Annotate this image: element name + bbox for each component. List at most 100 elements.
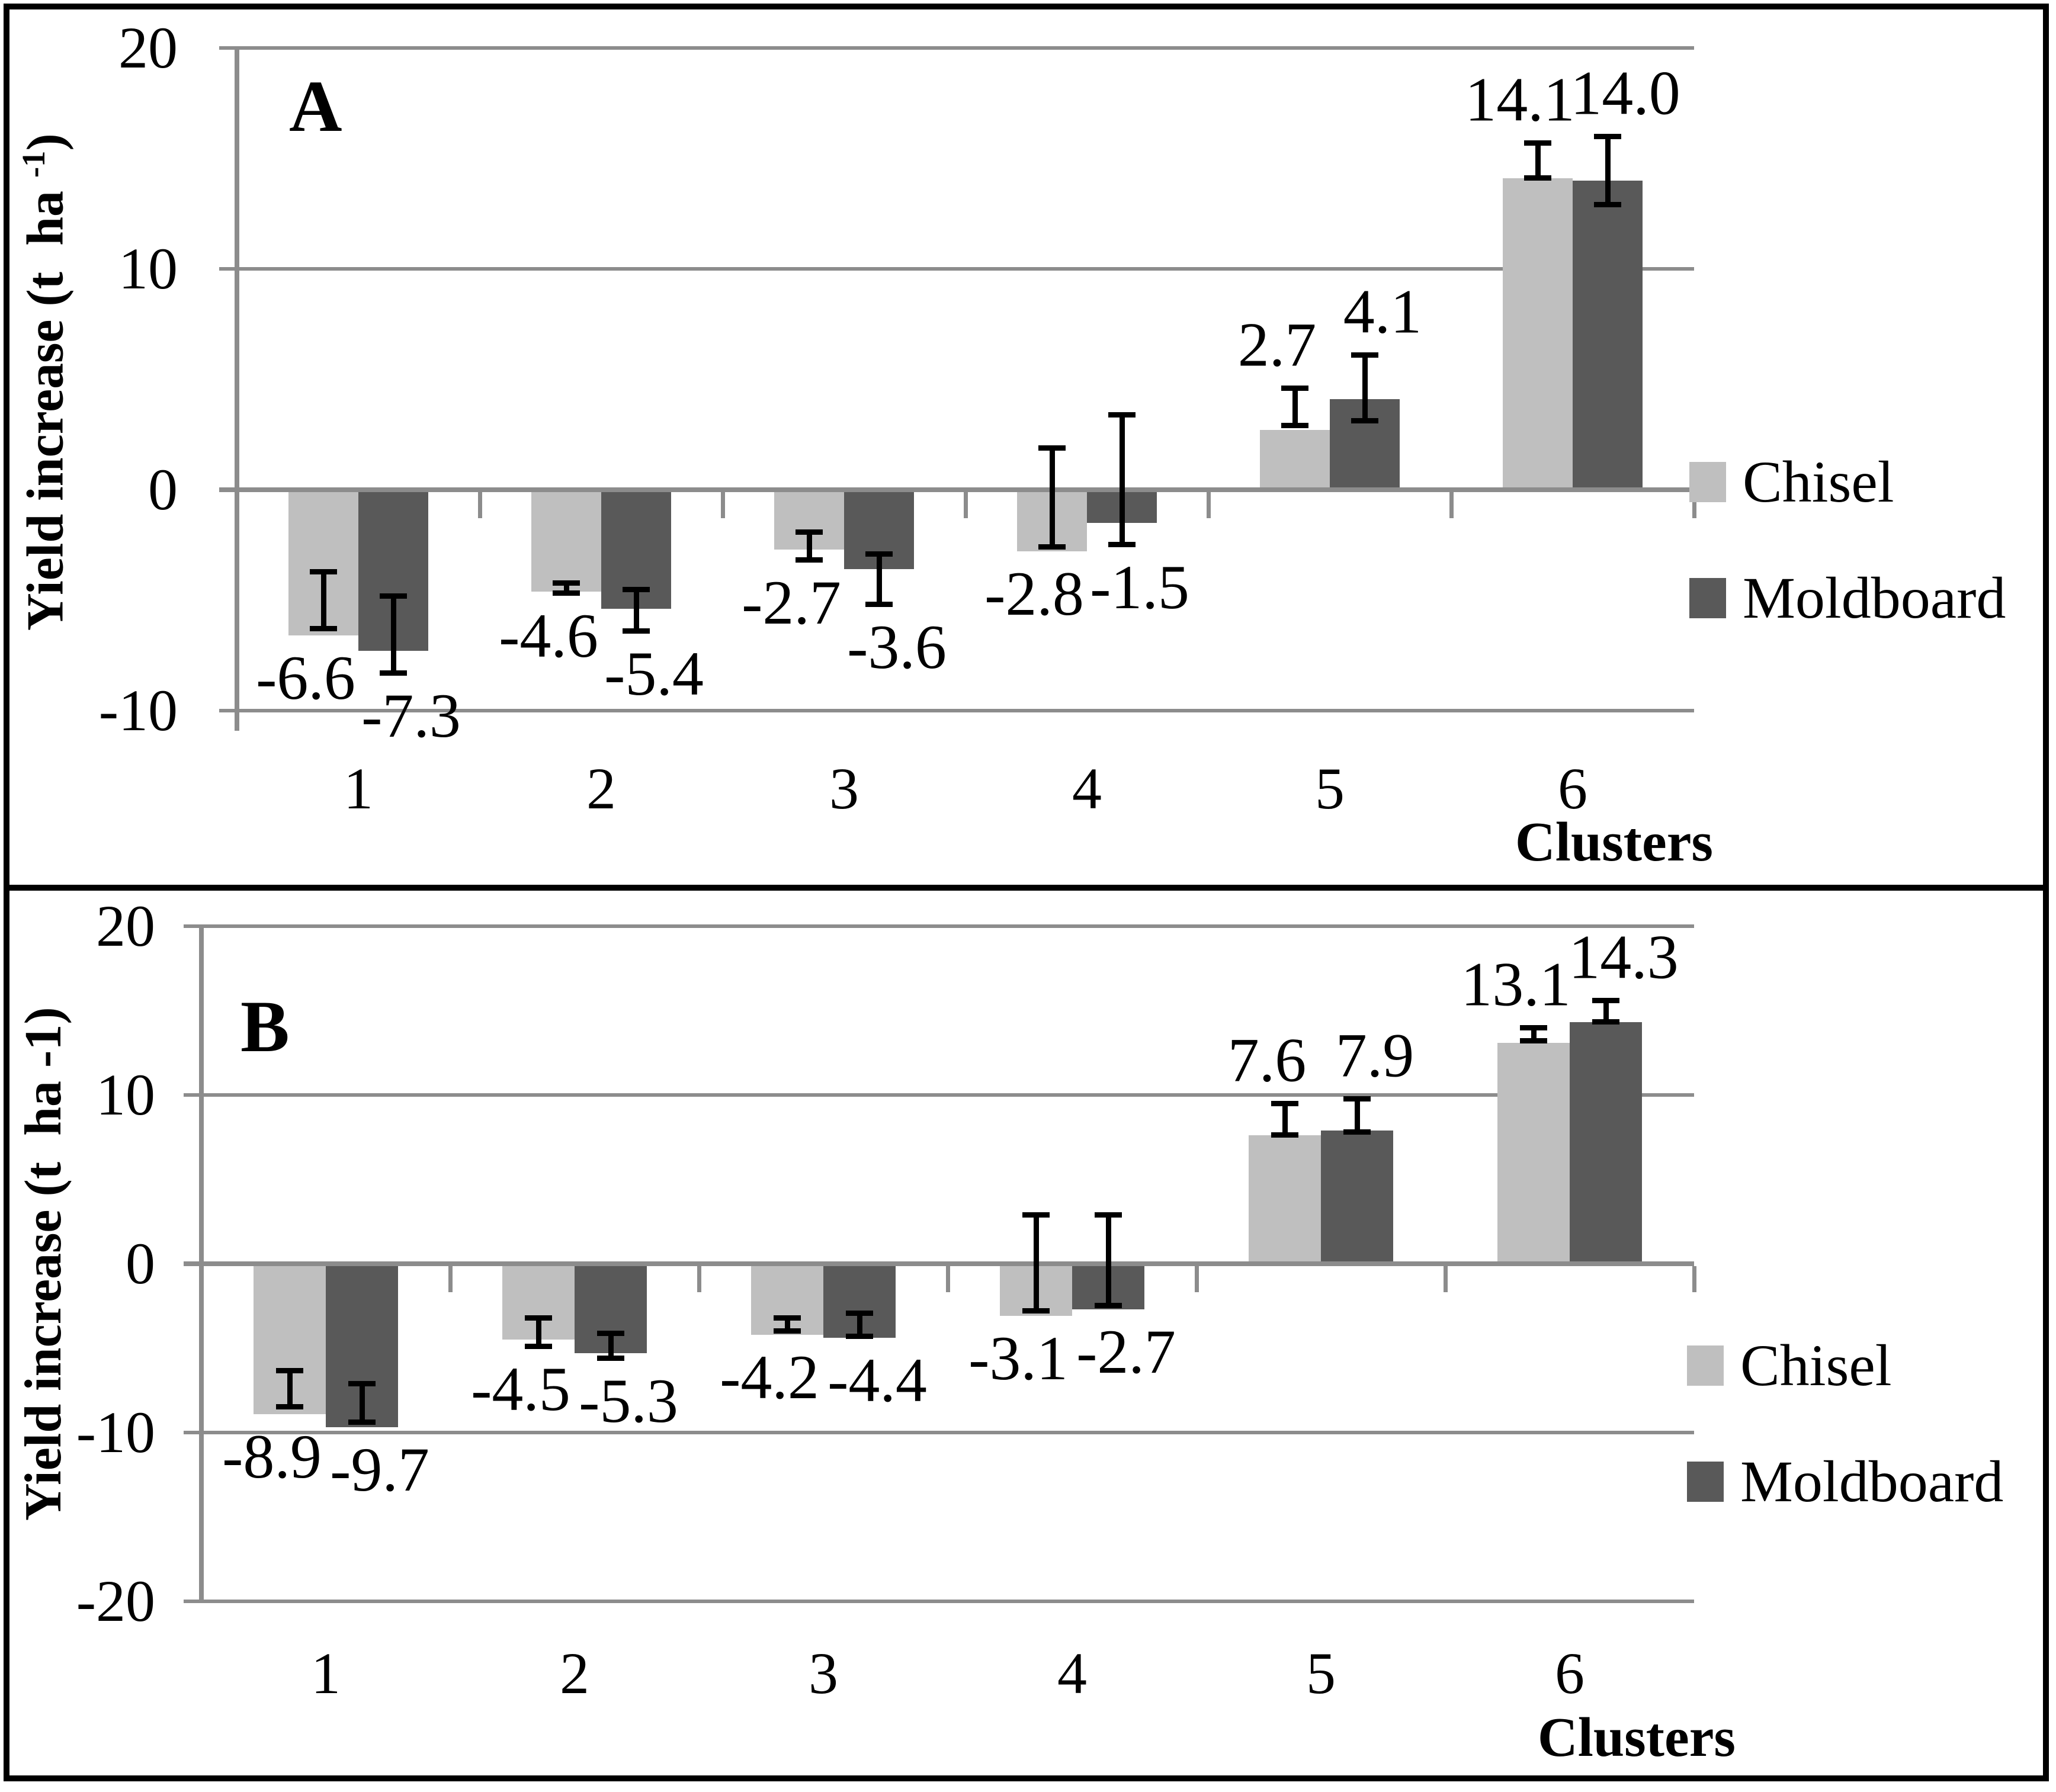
error-bar-moldboard-cluster-3-cap-bottom bbox=[846, 1333, 873, 1339]
error-bar-moldboard-cluster-6-cap-bottom bbox=[1594, 201, 1621, 207]
error-bar-chisel-cluster-5-cap-bottom bbox=[1281, 422, 1308, 428]
legend-label-moldboard: Moldboard bbox=[1743, 565, 2006, 631]
error-bar-moldboard-cluster-5-line bbox=[1362, 355, 1368, 422]
error-bar-moldboard-cluster-4-cap-bottom bbox=[1095, 1303, 1122, 1309]
error-bar-chisel-cluster-5-line bbox=[1292, 388, 1298, 426]
x-tick-mark bbox=[448, 1266, 453, 1292]
value-label-chisel-cluster-1: -8.9 bbox=[222, 1421, 322, 1491]
error-bar-chisel-cluster-1-cap-top bbox=[310, 569, 337, 574]
error-bar-moldboard-cluster-4-cap-bottom bbox=[1108, 542, 1136, 548]
x-tick-label-cluster-2: 2 bbox=[560, 1640, 589, 1706]
error-bar-moldboard-cluster-5-cap-bottom bbox=[1351, 418, 1378, 424]
error-bar-chisel-cluster-3-cap-bottom bbox=[774, 1328, 801, 1334]
x-tick-mark bbox=[1692, 492, 1696, 518]
value-label-chisel-cluster-5: 7.6 bbox=[1227, 1025, 1307, 1095]
value-label-chisel-cluster-5: 2.7 bbox=[1237, 310, 1317, 380]
value-label-moldboard-cluster-4: -2.7 bbox=[1076, 1316, 1176, 1386]
legend-swatch-moldboard bbox=[1687, 1462, 1724, 1502]
legend-swatch-chisel bbox=[1687, 1345, 1724, 1386]
error-bar-chisel-cluster-2-cap-top bbox=[525, 1315, 552, 1321]
error-bar-moldboard-cluster-1-line bbox=[359, 1383, 365, 1422]
value-label-chisel-cluster-4: -3.1 bbox=[968, 1324, 1068, 1393]
error-bar-chisel-cluster-1-line bbox=[287, 1370, 293, 1408]
y-tick-label: 10 bbox=[118, 236, 178, 301]
error-bar-moldboard-cluster-6-cap-top bbox=[1594, 134, 1621, 140]
error-bar-chisel-cluster-3-line bbox=[806, 531, 812, 561]
y-axis-title-exponent: -1 bbox=[15, 150, 52, 178]
x-tick-label-cluster-5: 5 bbox=[1306, 1640, 1336, 1706]
y-tick-label: 0 bbox=[126, 1231, 155, 1296]
bar-moldboard-cluster-5 bbox=[1321, 1130, 1393, 1264]
x-tick-mark bbox=[478, 492, 482, 518]
error-bar-moldboard-cluster-3-line bbox=[876, 554, 882, 605]
error-bar-chisel-cluster-5-cap-top bbox=[1271, 1101, 1298, 1107]
legend-item-moldboard: Moldboard bbox=[1687, 1452, 2003, 1511]
value-label-moldboard-cluster-6: 14.0 bbox=[1570, 58, 1680, 128]
error-bar-chisel-cluster-2-line bbox=[563, 582, 569, 594]
legend-label-chisel: Chisel bbox=[1740, 1332, 1892, 1398]
error-bar-moldboard-cluster-1-cap-top bbox=[348, 1381, 376, 1387]
error-bar-chisel-cluster-6-line bbox=[1531, 1027, 1537, 1041]
error-bar-moldboard-cluster-2-cap-top bbox=[597, 1330, 624, 1336]
value-label-moldboard-cluster-2: -5.4 bbox=[604, 638, 704, 708]
value-label-chisel-cluster-2: -4.5 bbox=[471, 1354, 570, 1424]
x-tick-mark bbox=[1195, 1266, 1199, 1292]
value-label-chisel-cluster-6: 14.1 bbox=[1465, 65, 1575, 134]
error-bar-moldboard-cluster-2-cap-bottom bbox=[597, 1355, 624, 1361]
error-bar-chisel-cluster-6-cap-top bbox=[1524, 140, 1551, 146]
error-bar-moldboard-cluster-2-line bbox=[608, 1332, 614, 1359]
error-bar-chisel-cluster-6-cap-bottom bbox=[1524, 175, 1551, 181]
error-bar-chisel-cluster-4-cap-bottom bbox=[1022, 1308, 1050, 1314]
y-tick-label: -10 bbox=[98, 677, 178, 743]
error-bar-chisel-cluster-4-line bbox=[1033, 1215, 1039, 1311]
error-bar-chisel-cluster-4-cap-top bbox=[1022, 1212, 1050, 1218]
x-axis-title: Clusters bbox=[1515, 811, 1713, 873]
x-tick-mark bbox=[1692, 1266, 1696, 1292]
legend-swatch-chisel bbox=[1689, 462, 1726, 502]
error-bar-chisel-cluster-4-line bbox=[1049, 448, 1055, 547]
value-label-moldboard-cluster-5: 4.1 bbox=[1343, 277, 1422, 346]
x-tick-mark bbox=[946, 1266, 950, 1292]
x-tick-mark bbox=[697, 1266, 701, 1292]
error-bar-moldboard-cluster-3-cap-bottom bbox=[865, 601, 893, 607]
x-tick-label-cluster-4: 4 bbox=[1072, 756, 1102, 821]
error-bar-moldboard-cluster-4-line bbox=[1119, 415, 1125, 545]
error-bar-chisel-cluster-2-cap-bottom bbox=[553, 590, 580, 596]
x-tick-label-cluster-4: 4 bbox=[1057, 1640, 1087, 1706]
error-bar-moldboard-cluster-6-cap-top bbox=[1592, 998, 1619, 1004]
panel-b-frame bbox=[4, 885, 2049, 1781]
error-bar-chisel-cluster-2-cap-bottom bbox=[525, 1343, 552, 1349]
value-label-moldboard-cluster-1: -9.7 bbox=[330, 1435, 429, 1505]
y-axis-title-text: ) bbox=[17, 133, 75, 151]
bar-chisel-cluster-6 bbox=[1497, 1042, 1570, 1264]
x-tick-mark bbox=[721, 492, 725, 518]
legend-label-moldboard: Moldboard bbox=[1740, 1449, 2004, 1514]
error-bar-moldboard-cluster-1-cap-bottom bbox=[380, 670, 407, 676]
value-label-moldboard-cluster-4: -1.5 bbox=[1090, 553, 1189, 622]
error-bar-moldboard-cluster-6-line bbox=[1605, 136, 1611, 205]
value-label-moldboard-cluster-5: 7.9 bbox=[1335, 1020, 1414, 1090]
error-bar-moldboard-cluster-6-line bbox=[1603, 1000, 1609, 1023]
error-bar-chisel-cluster-6-line bbox=[1535, 143, 1541, 179]
gridline-y-10 bbox=[184, 1431, 1694, 1434]
error-bar-chisel-cluster-5-cap-top bbox=[1281, 386, 1308, 391]
error-bar-chisel-cluster-3-cap-top bbox=[796, 529, 823, 535]
error-bar-chisel-cluster-4-cap-top bbox=[1038, 445, 1066, 451]
error-bar-moldboard-cluster-2-line bbox=[633, 589, 639, 631]
error-bar-moldboard-cluster-1-cap-bottom bbox=[348, 1419, 376, 1425]
error-bar-chisel-cluster-1-cap-bottom bbox=[276, 1404, 303, 1410]
bar-moldboard-cluster-6 bbox=[1570, 1022, 1642, 1264]
panel-letter-a: A bbox=[289, 66, 342, 147]
error-bar-moldboard-cluster-4-cap-top bbox=[1095, 1212, 1122, 1218]
error-bar-moldboard-cluster-1-line bbox=[390, 596, 396, 673]
gridline-y-10 bbox=[219, 709, 1694, 712]
legend-label-chisel: Chisel bbox=[1743, 449, 1894, 515]
error-bar-chisel-cluster-5-line bbox=[1282, 1103, 1288, 1136]
error-bar-chisel-cluster-3-cap-bottom bbox=[796, 557, 823, 563]
error-bar-chisel-cluster-2-line bbox=[535, 1318, 541, 1347]
value-label-chisel-cluster-1: -6.6 bbox=[256, 643, 355, 713]
gridline-y20 bbox=[184, 924, 1694, 928]
x-tick-label-cluster-3: 3 bbox=[829, 756, 859, 821]
bar-chisel-cluster-6 bbox=[1503, 178, 1573, 490]
